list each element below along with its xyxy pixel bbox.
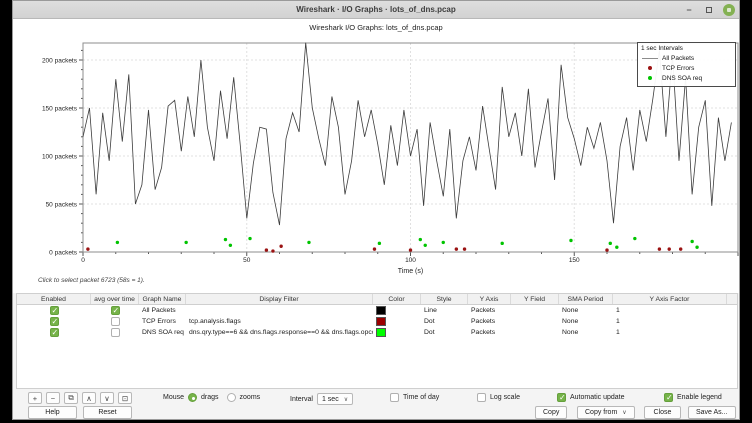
color-swatch[interactable] [376,306,386,315]
table-header-row: Enabled avg over time Graph Name Display… [17,294,737,305]
plot-area[interactable]: 0 packets 50 packets 100 packets 150 packet… [13,19,739,293]
chart-legend: 1 sec Intervals All Packets TCP Errors D… [637,42,736,87]
close-icon[interactable] [723,4,735,16]
enabled-checkbox[interactable] [49,317,59,326]
svg-text:Time (s): Time (s) [398,268,423,275]
maximize-icon[interactable] [703,4,715,16]
y-axis-value[interactable]: Packets [471,307,496,314]
titlebar[interactable]: Wireshark · I/O Graphs · lots_of_dns.pca… [13,1,739,19]
copy-from-button[interactable]: Copy from ∨ [577,406,635,419]
chart-title: Wireshark I/O Graphs: lots_of_dns.pcap [309,23,443,32]
duplicate-graph-button[interactable]: ⧉ [64,392,78,404]
dialog-buttons: Help Reset Copy Copy from ∨ Close Save A… [13,406,741,420]
avg-over-time-checkbox[interactable] [110,306,120,315]
y-axis-factor-value[interactable]: 1 [616,307,620,314]
window-title: Wireshark · I/O Graphs · lots_of_dns.pca… [296,5,456,14]
green-dot-icon [641,76,659,80]
y-field-value[interactable] [511,305,559,316]
svg-text:200 packets: 200 packets [42,57,78,64]
color-swatch[interactable] [376,317,386,326]
avg-over-time-checkbox[interactable] [110,317,120,326]
svg-text:150: 150 [569,257,580,264]
remove-graph-button[interactable]: − [46,392,60,404]
mouse-zooms-radio[interactable] [226,393,236,402]
color-swatch[interactable] [376,328,386,337]
add-graph-button[interactable]: + [28,392,42,404]
avg-over-time-checkbox[interactable] [110,328,120,337]
y-axis-factor-value[interactable]: 1 [616,329,620,336]
svg-text:50: 50 [243,257,251,264]
svg-text:150 packets: 150 packets [42,105,78,112]
svg-text:50 packets: 50 packets [46,201,78,208]
legend-item: All Packets [641,53,732,63]
style-value[interactable]: Dot [424,329,435,336]
table-row[interactable]: All Packets Line Packets None 1 [17,305,737,316]
controls-bar: + − ⧉ ∧ ∨ ⊡ Mouse drags zooms Interval 1… [13,391,741,406]
sma-period-value[interactable]: None [562,307,579,314]
graph-name[interactable]: TCP Errors [142,318,176,325]
table-row[interactable]: DNS SOA req dns.qry.type==6 && dns.flags… [17,327,737,338]
io-graphs-dialog: Wireshark · I/O Graphs · lots_of_dns.pca… [12,0,740,420]
enable-legend-checkbox[interactable] [664,393,673,402]
reset-button[interactable]: Reset [83,406,132,419]
display-filter[interactable]: tcp.analysis.flags [189,318,241,325]
table-row[interactable]: TCP Errors tcp.analysis.flags Dot Packet… [17,316,737,327]
y-axis-factor-value[interactable]: 1 [616,318,620,325]
move-down-button[interactable]: ∨ [100,392,114,404]
hint-text: Click to select packet 6723 (58s = 1). [38,277,145,284]
copy-button[interactable]: Copy [535,406,568,419]
y-axis-value[interactable]: Packets [471,318,496,325]
interval-select[interactable]: 1 sec ∨ [316,393,354,405]
save-as-button[interactable]: Save As... [688,406,736,419]
clear-graphs-button[interactable]: ⊡ [118,392,132,404]
display-filter[interactable]: dns.qry.type==6 && dns.flags.response==0… [189,329,373,336]
svg-text:0: 0 [81,257,85,264]
interval-label: Interval [290,395,313,403]
y-field-value[interactable] [511,316,559,327]
automatic-update-checkbox[interactable] [557,393,566,402]
sma-period-value[interactable]: None [562,318,579,325]
io-graph-chart[interactable]: 0 packets 50 packets 100 packets 150 packet… [13,19,739,293]
legend-item: TCP Errors [641,63,732,73]
graph-name[interactable]: DNS SOA req [142,329,184,336]
chevron-down-icon: ∨ [343,396,349,403]
y-field-value[interactable] [511,327,559,338]
style-value[interactable]: Line [424,307,437,314]
chevron-down-icon: ∨ [622,410,627,416]
sma-period-value[interactable]: None [562,329,579,336]
svg-text:100: 100 [405,257,416,264]
svg-text:0 packets: 0 packets [49,249,78,256]
mouse-label: Mouse [163,394,185,401]
legend-item: DNS SOA req [641,73,732,83]
enabled-checkbox[interactable] [49,328,59,337]
time-of-day-checkbox[interactable] [390,393,399,402]
legend-title: 1 sec Intervals [641,45,683,52]
y-axis-value[interactable]: Packets [471,329,496,336]
mouse-drags-radio[interactable] [188,393,198,402]
svg-text:100 packets: 100 packets [42,153,78,160]
red-dot-icon [641,66,659,70]
display-filter[interactable] [186,305,373,316]
minimize-icon[interactable]: − [686,5,692,15]
move-up-button[interactable]: ∧ [82,392,96,404]
close-button[interactable]: Close [644,406,681,419]
enabled-checkbox[interactable] [49,306,59,315]
log-scale-checkbox[interactable] [477,393,486,402]
help-button[interactable]: Help [28,406,77,419]
graph-name[interactable]: All Packets [142,307,176,314]
style-value[interactable]: Dot [424,318,435,325]
line-swatch-icon [641,57,659,59]
graphs-table: Enabled avg over time Graph Name Display… [16,293,738,389]
